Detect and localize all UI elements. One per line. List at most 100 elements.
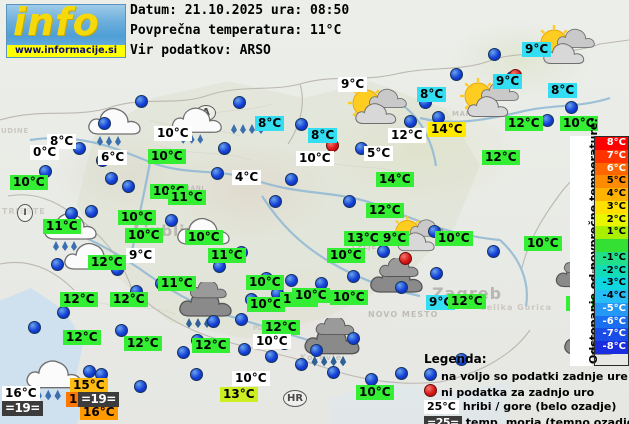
scale-color-bar: 8°C 7°C 6°C 5°C 4°C 3°C 2°C 1°C -1°C -2°C -3°C -4°C… xyxy=(594,136,629,366)
scale-row-12: -4°C xyxy=(595,290,628,303)
station-marker[interactable] xyxy=(395,281,408,294)
temperature-label: 13°C xyxy=(344,231,382,246)
temperature-label: 12°C xyxy=(505,116,543,131)
station-marker-no-data[interactable] xyxy=(399,252,412,265)
station-marker[interactable] xyxy=(285,274,298,287)
logo-wordmark: info xyxy=(13,0,100,44)
temperature-label: 10°C xyxy=(330,290,368,305)
place-label-kranj: KRANJ xyxy=(180,185,205,192)
site-logo[interactable]: info www.informacije.si xyxy=(6,0,126,58)
temperature-label: 12°C xyxy=(262,320,300,335)
station-marker[interactable] xyxy=(541,114,554,127)
temperature-label: 10°C xyxy=(118,210,156,225)
station-marker[interactable] xyxy=(327,366,340,379)
station-marker[interactable] xyxy=(218,142,231,155)
station-marker[interactable] xyxy=(404,115,417,128)
station-marker[interactable] xyxy=(211,167,224,180)
scale-row-15: -7°C xyxy=(595,328,628,342)
station-marker[interactable] xyxy=(430,267,443,280)
header-average-temperature: Povprečna temperatura: 11°C xyxy=(130,23,342,38)
station-marker[interactable] xyxy=(83,365,96,378)
place-label-udine: UDINE xyxy=(1,127,29,135)
station-marker[interactable] xyxy=(269,195,282,208)
scale-row-14: -6°C xyxy=(595,315,628,329)
temperature-label: 10°C xyxy=(232,371,270,386)
station-marker[interactable] xyxy=(295,118,308,131)
station-marker[interactable] xyxy=(190,368,203,381)
temperature-label: 9°C xyxy=(522,42,552,57)
country-code-croatia: HR xyxy=(283,390,307,407)
temperature-label: 10°C xyxy=(292,288,330,303)
station-marker[interactable] xyxy=(98,117,111,130)
temperature-label: 11°C xyxy=(43,219,81,234)
temperature-label: 9°C xyxy=(493,74,523,89)
temperature-label: 11°C xyxy=(168,190,206,205)
station-marker[interactable] xyxy=(377,245,390,258)
header-data-source: Vir podatkov: ARSO xyxy=(130,43,271,58)
station-marker[interactable] xyxy=(238,343,251,356)
station-marker[interactable] xyxy=(450,68,463,81)
place-label-velika-gorica: Velika Gorica xyxy=(480,303,553,312)
station-marker[interactable] xyxy=(28,321,41,334)
red-dot-icon xyxy=(424,384,437,397)
place-label-kocevje: Kočevje xyxy=(300,353,343,362)
station-marker[interactable] xyxy=(233,96,246,109)
temperature-label: 10°C xyxy=(185,230,223,245)
temperature-label: 10°C xyxy=(154,126,192,141)
legend: Legenda: na voljo so podatki zadnje ure … xyxy=(424,352,629,424)
temperature-label: 9°C xyxy=(380,231,410,246)
legend-blue-dot-text: na voljo so podatki zadnje ure xyxy=(441,370,628,383)
temperature-label: 10°C xyxy=(148,149,186,164)
station-marker[interactable] xyxy=(487,245,500,258)
temperature-label: 12°C xyxy=(60,292,98,307)
temperature-label: 12°C xyxy=(88,255,126,270)
station-marker[interactable] xyxy=(51,258,64,271)
temperature-label: 6°C xyxy=(98,150,128,165)
station-marker[interactable] xyxy=(165,214,178,227)
station-marker[interactable] xyxy=(488,48,501,61)
station-marker[interactable] xyxy=(455,353,468,366)
temperature-label: 12°C xyxy=(366,203,404,218)
station-marker[interactable] xyxy=(343,195,356,208)
station-marker[interactable] xyxy=(347,270,360,283)
temperature-label: 8°C xyxy=(308,128,338,143)
station-marker[interactable] xyxy=(122,180,135,193)
legend-title: Legenda: xyxy=(424,352,487,366)
temperature-label: 10°C xyxy=(125,228,163,243)
station-marker[interactable] xyxy=(347,332,360,345)
temperature-label: 9°C xyxy=(126,248,156,263)
legend-mountain-text: hribi / gore (belo ozadje) xyxy=(462,400,617,413)
station-marker[interactable] xyxy=(105,172,118,185)
station-marker[interactable] xyxy=(295,358,308,371)
temperature-deviation-scale: Odstopanje od povprečne temperature: 8°C… xyxy=(570,118,629,366)
station-marker[interactable] xyxy=(265,350,278,363)
scale-row-6: 2°C xyxy=(595,213,628,227)
legend-row-no-data: ni podatka za zadnjo uro xyxy=(424,384,594,399)
station-marker[interactable] xyxy=(285,173,298,186)
temperature-label: 10°C xyxy=(560,116,598,131)
temperature-label: 13°C xyxy=(220,387,258,402)
station-marker[interactable] xyxy=(57,306,70,319)
scale-row-9: -1°C xyxy=(595,251,628,265)
station-marker[interactable] xyxy=(565,101,578,114)
station-marker[interactable] xyxy=(85,205,98,218)
temperature-label: 8°C xyxy=(255,116,285,131)
station-marker[interactable] xyxy=(135,95,148,108)
temperature-label: 10°C xyxy=(247,297,285,312)
mountain-chip: 25°C xyxy=(424,400,459,414)
sun-cloud-icon xyxy=(340,85,412,131)
station-marker[interactable] xyxy=(177,346,190,359)
station-marker[interactable] xyxy=(207,315,220,328)
station-marker[interactable] xyxy=(134,380,147,393)
temperature-label: 12°C xyxy=(388,128,426,143)
temperature-label: 15°C xyxy=(70,378,108,393)
temperature-label: 10°C xyxy=(296,151,334,166)
temperature-label: 5°C xyxy=(364,146,394,161)
station-marker[interactable] xyxy=(235,313,248,326)
sea-chip: =25= xyxy=(424,416,462,424)
station-marker[interactable] xyxy=(310,344,323,357)
temperature-label: 12°C xyxy=(124,336,162,351)
station-marker[interactable] xyxy=(115,324,128,337)
temperature-label: 12°C xyxy=(63,330,101,345)
station-marker[interactable] xyxy=(395,367,408,380)
